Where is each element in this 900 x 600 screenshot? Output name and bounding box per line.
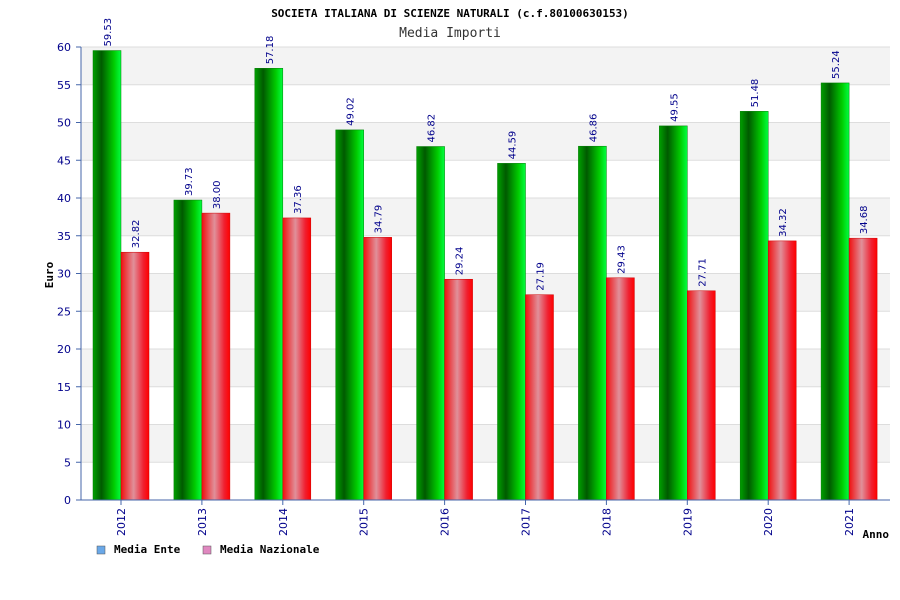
y-tick-label: 45 — [57, 154, 71, 167]
y-tick-label: 30 — [57, 268, 71, 281]
x-axis-label: Anno — [863, 528, 890, 541]
data-label: 27.19 — [536, 262, 547, 291]
bar — [282, 217, 312, 501]
data-label: 29.43 — [616, 245, 627, 274]
x-tick-label: 2015 — [358, 508, 371, 536]
x-tick-label: 2020 — [762, 508, 775, 536]
grid-band — [81, 47, 890, 85]
data-label: 32.82 — [131, 220, 142, 249]
data-label: 57.18 — [265, 36, 276, 65]
y-tick-label: 5 — [64, 456, 71, 469]
y-tick-label: 35 — [57, 230, 71, 243]
y-tick-label: 10 — [57, 419, 71, 432]
x-tick-label: 2017 — [520, 508, 533, 536]
data-label: 46.86 — [588, 114, 599, 143]
y-tick-label: 25 — [57, 305, 71, 318]
chart-subtitle: Media Importi — [399, 26, 501, 41]
y-tick-label: 50 — [57, 117, 71, 130]
legend-label: Media Ente — [114, 543, 181, 556]
bar — [120, 251, 150, 501]
data-label: 55.24 — [831, 50, 842, 79]
x-tick-label: 2021 — [843, 508, 856, 536]
y-tick-label: 55 — [57, 79, 71, 92]
y-tick-label: 15 — [57, 381, 71, 394]
chart-title: SOCIETA ITALIANA DI SCIENZE NATURALI (c.… — [271, 7, 629, 20]
bar — [687, 290, 716, 501]
data-label: 49.55 — [669, 93, 680, 122]
y-axis-ticks: 0 5 10 15 20 25 30 35 40 45 50 55 60 — [57, 41, 81, 507]
x-tick-label: 2014 — [277, 508, 290, 536]
bar — [201, 212, 231, 501]
x-tick-label: 2016 — [439, 508, 452, 536]
y-tick-label: 60 — [57, 41, 71, 54]
x-tick-label: 2013 — [196, 508, 209, 536]
y-tick-label: 40 — [57, 192, 71, 205]
bar — [739, 111, 769, 501]
x-tick-label: 2012 — [115, 508, 128, 536]
data-label: 34.32 — [778, 208, 789, 237]
x-tick-label: 2018 — [600, 508, 613, 536]
y-tick-label: 0 — [64, 494, 71, 507]
grid-band — [81, 160, 890, 198]
y-axis-label: Euro — [43, 261, 56, 288]
data-label: 38.00 — [212, 180, 223, 209]
data-label: 46.82 — [427, 114, 438, 143]
bar — [335, 129, 364, 501]
bars — [92, 50, 878, 501]
bar — [659, 125, 688, 501]
value-labels: 59.53 32.82 39.73 38.00 57.18 37.36 49.02 34.79… — [103, 18, 870, 291]
x-tick-label: 2019 — [681, 508, 694, 536]
bar — [416, 146, 445, 501]
data-label: 51.48 — [750, 79, 761, 108]
bar — [92, 50, 122, 501]
legend-label: Media Nazionale — [220, 543, 320, 556]
data-label: 37.36 — [293, 185, 304, 214]
legend: Media Ente Media Nazionale — [96, 543, 320, 556]
bar — [525, 294, 554, 501]
bar — [767, 240, 797, 501]
legend-swatch — [96, 545, 106, 555]
bar — [444, 278, 473, 501]
data-label: 49.02 — [346, 97, 357, 126]
bar — [606, 277, 635, 501]
legend-swatch — [202, 545, 212, 555]
bar — [497, 163, 526, 501]
data-label: 39.73 — [184, 167, 195, 196]
bar — [848, 237, 878, 501]
data-label: 34.68 — [859, 206, 870, 235]
bar — [363, 237, 392, 501]
data-label: 44.59 — [508, 131, 519, 160]
data-label: 27.71 — [697, 258, 708, 287]
bar — [820, 82, 850, 501]
grid-band — [81, 122, 890, 161]
bar — [173, 199, 203, 501]
x-axis-ticks: 2012 2013 2014 2015 2016 2017 2018 2019 2020 2021 — [115, 500, 856, 536]
bar — [254, 68, 284, 501]
grid-band — [81, 84, 890, 123]
y-tick-label: 20 — [57, 343, 71, 356]
data-label: 59.53 — [103, 18, 114, 47]
data-label: 34.79 — [374, 205, 385, 234]
bar — [578, 145, 607, 501]
data-label: 29.24 — [455, 247, 466, 276]
axes — [80, 47, 890, 501]
